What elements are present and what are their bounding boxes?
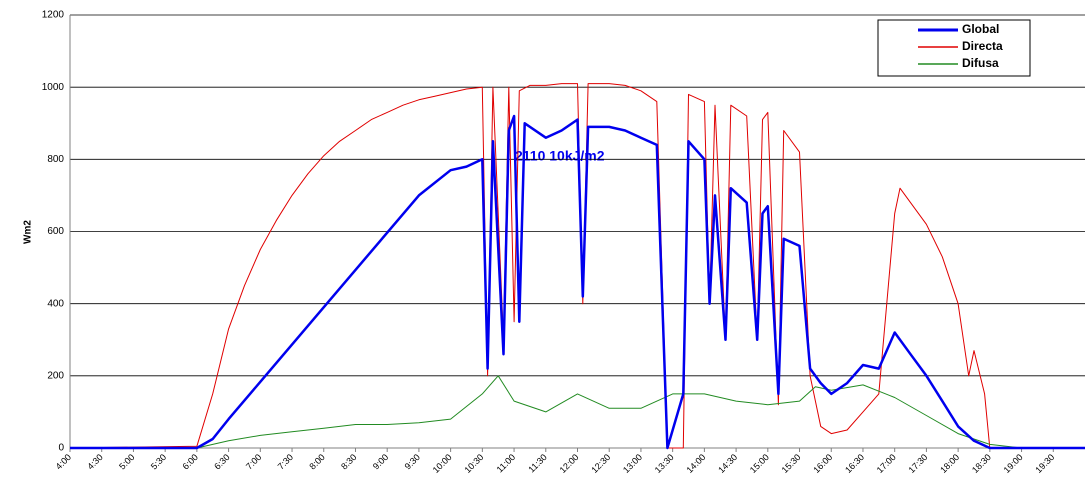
legend-label: Global xyxy=(962,22,999,36)
x-tick-label: 5:30 xyxy=(149,452,168,471)
x-tick-label: 16:30 xyxy=(843,452,866,475)
y-tick-label: 0 xyxy=(58,443,64,454)
x-tick-label: 8:30 xyxy=(339,452,358,471)
x-tick-label: 7:00 xyxy=(244,452,263,471)
annotation: 2110 10kJ/m2 xyxy=(515,148,605,164)
x-tick-label: 12:00 xyxy=(558,452,581,475)
y-tick-label: 1200 xyxy=(42,10,65,21)
x-tick-label: 5:00 xyxy=(117,452,136,471)
line-series xyxy=(70,375,1085,449)
x-tick-label: 19:00 xyxy=(1002,452,1025,475)
x-tick-label: 9:30 xyxy=(403,452,422,471)
x-tick-label: 15:30 xyxy=(780,452,803,475)
x-tick-label: 13:30 xyxy=(653,452,676,475)
x-tick-label: 18:00 xyxy=(938,452,961,475)
x-tick-label: 11:00 xyxy=(495,452,518,475)
x-tick-label: 11:30 xyxy=(526,452,549,475)
x-tick-label: 16:00 xyxy=(811,452,834,475)
x-tick-label: 14:30 xyxy=(716,452,739,475)
x-tick-label: 6:00 xyxy=(181,452,200,471)
x-tick-label: 4:00 xyxy=(54,452,73,471)
x-tick-label: 19:30 xyxy=(1033,452,1056,475)
legend-label: Directa xyxy=(962,39,1003,53)
x-tick-label: 13:00 xyxy=(621,452,644,475)
legend-label: Difusa xyxy=(962,56,999,70)
y-axis-label: Wm2 xyxy=(23,220,34,244)
line-series xyxy=(69,83,1085,449)
x-tick-label: 8:00 xyxy=(307,452,326,471)
y-tick-label: 600 xyxy=(47,226,64,237)
line-series xyxy=(70,114,1085,450)
legend-box xyxy=(877,19,1031,77)
x-tick-label: 18:30 xyxy=(970,452,993,475)
x-tick-label: 6:30 xyxy=(212,452,231,471)
y-tick-label: 200 xyxy=(47,370,64,381)
x-tick-label: 7:30 xyxy=(276,452,295,471)
y-tick-label: 800 xyxy=(47,154,64,165)
x-tick-label: 10:30 xyxy=(462,452,485,475)
x-tick-label: 9:00 xyxy=(371,452,390,471)
x-tick-label: 4:30 xyxy=(85,452,104,471)
x-tick-label: 12:30 xyxy=(589,452,612,475)
x-tick-label: 15:00 xyxy=(748,452,771,475)
x-tick-label: 17:00 xyxy=(875,452,898,475)
y-tick-label: 400 xyxy=(47,298,64,309)
y-tick-label: 1000 xyxy=(42,82,65,93)
x-tick-label: 10:00 xyxy=(431,452,454,475)
x-tick-label: 17:30 xyxy=(906,452,929,475)
x-tick-label: 14:00 xyxy=(684,452,707,475)
